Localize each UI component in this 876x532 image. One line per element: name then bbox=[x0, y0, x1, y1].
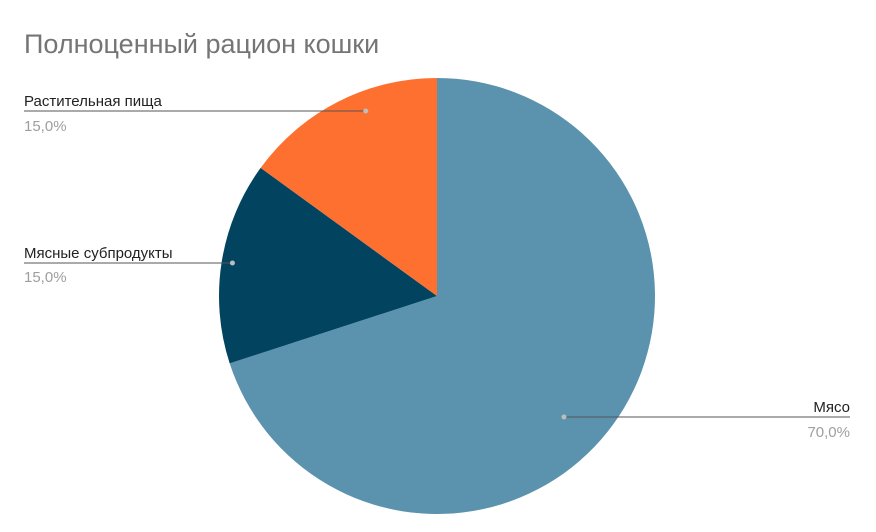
slice-percent: 15,0% bbox=[24, 269, 67, 286]
pie-slice bbox=[218, 167, 437, 364]
slice-percent: 70,0% bbox=[807, 424, 850, 441]
chart-title: Полноценный рацион кошки bbox=[24, 29, 379, 59]
pie-labels: Мясо 70,0% Мясные субпродукты 15,0% Растител… bbox=[24, 93, 850, 441]
slice-percent: 15,0% bbox=[24, 118, 67, 135]
leader-dot bbox=[561, 414, 567, 420]
pie-slice bbox=[260, 78, 437, 296]
slice-label: Мясо bbox=[813, 399, 850, 416]
pie-slice bbox=[229, 78, 656, 514]
slice-label: Мясные субпродукты bbox=[24, 245, 173, 262]
leader-dot bbox=[363, 108, 369, 114]
pie-slices bbox=[218, 78, 656, 514]
slice-label: Растительная пища bbox=[24, 93, 162, 110]
leader-dot bbox=[229, 260, 235, 266]
